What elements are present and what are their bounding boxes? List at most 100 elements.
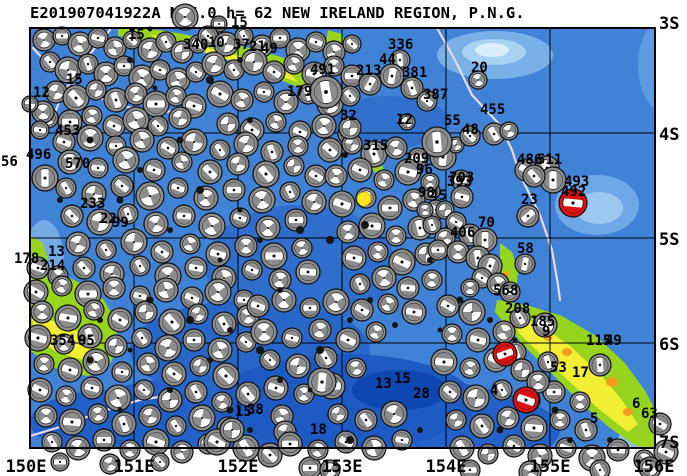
depth-label: 568 <box>493 283 518 299</box>
map-frame <box>29 27 656 449</box>
focal-mechanism-beachball <box>365 321 387 343</box>
focal-mechanism-beachball <box>142 158 166 182</box>
focal-mechanism-beachball <box>284 208 308 232</box>
lon-label: 156E <box>634 457 675 476</box>
focal-mechanism-beachball <box>209 139 231 161</box>
focal-mechanism-beachball <box>309 75 343 109</box>
lat-label: 7S <box>659 433 679 453</box>
micro-beachball <box>117 407 123 413</box>
focal-mechanism-beachball <box>233 131 259 157</box>
micro-beachball <box>86 136 94 144</box>
depth-label: 53 <box>550 360 567 376</box>
focal-mechanism-beachball <box>430 348 458 376</box>
focal-mechanism-beachball <box>384 136 408 160</box>
depth-label: 15 <box>66 72 83 88</box>
focal-mechanism-beachball <box>171 151 193 173</box>
focal-mechanism-beachball <box>537 351 559 373</box>
depth-label: 95 <box>78 333 95 349</box>
focal-mechanism-beachball <box>50 452 70 472</box>
focal-mechanism-beachball <box>394 158 422 186</box>
focal-mechanism-beachball <box>263 375 289 401</box>
focal-mechanism-beachball <box>154 334 182 362</box>
focal-mechanism-beachball <box>235 331 257 353</box>
depth-label: 115 <box>586 333 611 349</box>
focal-mechanism-beachball <box>459 459 481 476</box>
micro-beachball <box>437 327 443 333</box>
focal-mechanism-beachball <box>446 240 470 264</box>
depth-label: 703 <box>449 170 474 186</box>
micro-beachball <box>347 317 353 323</box>
focal-mechanism-beachball <box>207 337 233 363</box>
focal-mechanism-beachball <box>606 438 630 462</box>
focal-mechanism-beachball <box>327 403 349 425</box>
focal-mechanism-beachball <box>285 353 311 379</box>
focal-mechanism-beachball <box>283 155 305 177</box>
focal-mechanism-beachball <box>211 391 233 413</box>
focal-mechanism-beachball <box>157 387 183 413</box>
focal-mechanism-beachball <box>509 307 531 329</box>
focal-mechanism-beachball <box>103 87 129 113</box>
focal-mechanism-beachball <box>86 208 114 236</box>
focal-mechanism-beachball <box>136 352 160 376</box>
focal-mechanism-beachball <box>279 181 301 203</box>
depth-label: 233 <box>80 196 105 212</box>
lat-label: 6S <box>659 335 679 355</box>
micro-beachball <box>326 236 334 244</box>
focal-mechanism-beachball <box>450 185 474 209</box>
focal-mechanism-beachball <box>532 312 558 338</box>
focal-mechanism-beachball <box>55 177 77 199</box>
focal-mechanism-beachball <box>211 311 237 337</box>
focal-mechanism-beachball <box>349 273 371 295</box>
focal-mechanism-beachball <box>156 136 180 160</box>
focal-mechanism-beachball <box>60 204 84 228</box>
micro-beachball <box>127 57 133 63</box>
focal-mechanism-beachball <box>33 353 55 375</box>
focal-mechanism-beachball <box>462 384 490 412</box>
micro-beachball <box>361 221 369 229</box>
micro-beachball <box>196 186 204 194</box>
micro-beachball <box>342 152 348 158</box>
focal-mechanism-beachball <box>319 459 341 476</box>
micro-beachball <box>116 196 124 204</box>
focal-mechanism-beachball <box>549 409 571 431</box>
focal-mechanism-beachball <box>51 275 73 297</box>
micro-beachball <box>392 322 398 328</box>
focal-mechanism-beachball <box>307 439 329 461</box>
micro-beachball <box>607 437 613 443</box>
focal-mechanism-beachball <box>336 220 360 244</box>
focal-mechanism-beachball <box>212 362 240 390</box>
depth-label: 55 <box>444 113 461 129</box>
micro-beachball <box>567 437 573 443</box>
focal-mechanism-beachball <box>52 26 72 46</box>
focal-mechanism-beachball <box>465 327 491 353</box>
depth-label: 98 <box>418 185 435 201</box>
focal-mechanism-beachball <box>307 367 337 397</box>
depth-label: 49 <box>261 41 278 57</box>
focal-mechanism-beachball <box>24 324 52 352</box>
focal-mechanism-beachball <box>262 60 286 84</box>
depth-label: 15 <box>235 404 252 420</box>
focal-mechanism-beachball <box>111 361 133 383</box>
micro-beachball <box>257 237 263 243</box>
focal-mechanism-beachball <box>161 361 187 387</box>
micro-beachball <box>417 427 423 433</box>
focal-mechanism-beachball <box>142 90 170 118</box>
focal-mechanism-beachball <box>416 90 438 112</box>
micro-beachball <box>226 406 234 414</box>
focal-mechanism-beachball <box>248 186 276 214</box>
focal-mechanism-beachball <box>436 294 460 318</box>
focal-mechanism-beachball <box>269 27 291 49</box>
focal-mechanism-beachball <box>380 400 408 428</box>
focal-mechanism-beachball <box>122 106 150 134</box>
depth-label: 48 <box>462 122 479 138</box>
focal-mechanism-beachball <box>77 323 103 349</box>
focal-mechanism-beachball <box>469 413 495 439</box>
focal-mechanism-beachball <box>298 456 322 476</box>
bathymetry-patch <box>330 96 450 148</box>
focal-mechanism-beachball <box>379 63 405 89</box>
micro-beachball <box>296 226 304 234</box>
depth-label: 455 <box>480 102 505 118</box>
focal-mechanism-beachball <box>87 403 109 425</box>
depth-label: 493 <box>564 174 589 190</box>
